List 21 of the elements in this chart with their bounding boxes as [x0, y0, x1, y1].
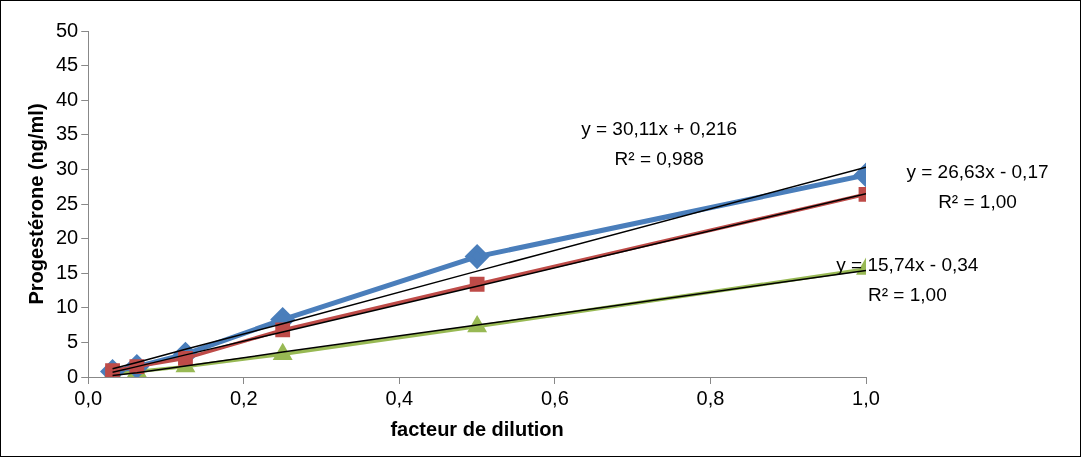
y-tick-label: 20	[56, 226, 79, 249]
y-tick-label: 40	[56, 87, 79, 110]
y-tick-label: 15	[56, 260, 79, 283]
annotation: y = 30,11x + 0,216 R² = 0,988	[581, 117, 738, 169]
y-tick-label: 50	[56, 18, 79, 41]
y-tick-label: 30	[56, 156, 79, 179]
x-tick-label: 0,8	[696, 386, 725, 409]
y-tick-label: 0	[67, 364, 79, 387]
x-tick-label: 1,0	[852, 386, 880, 409]
y-tick-label: 35	[56, 122, 79, 145]
x-tick-label: 0,6	[540, 386, 569, 409]
x-axis-title: facteur de dilution	[390, 417, 564, 440]
y-axis-title: Progestérone (ng/ml)	[24, 103, 47, 305]
x-tick-label: 0,4	[385, 386, 414, 409]
x-tick-label: 0,0	[74, 386, 103, 409]
y-tick-label: 5	[67, 329, 79, 352]
x-tick-label: 0,2	[229, 386, 258, 409]
y-tick-label: 45	[56, 53, 79, 76]
y-tick-label: 25	[56, 191, 79, 214]
text: y = 26,63x - 0,17 R² = 1,00	[906, 160, 1049, 212]
y-tick-label: 10	[56, 295, 79, 318]
